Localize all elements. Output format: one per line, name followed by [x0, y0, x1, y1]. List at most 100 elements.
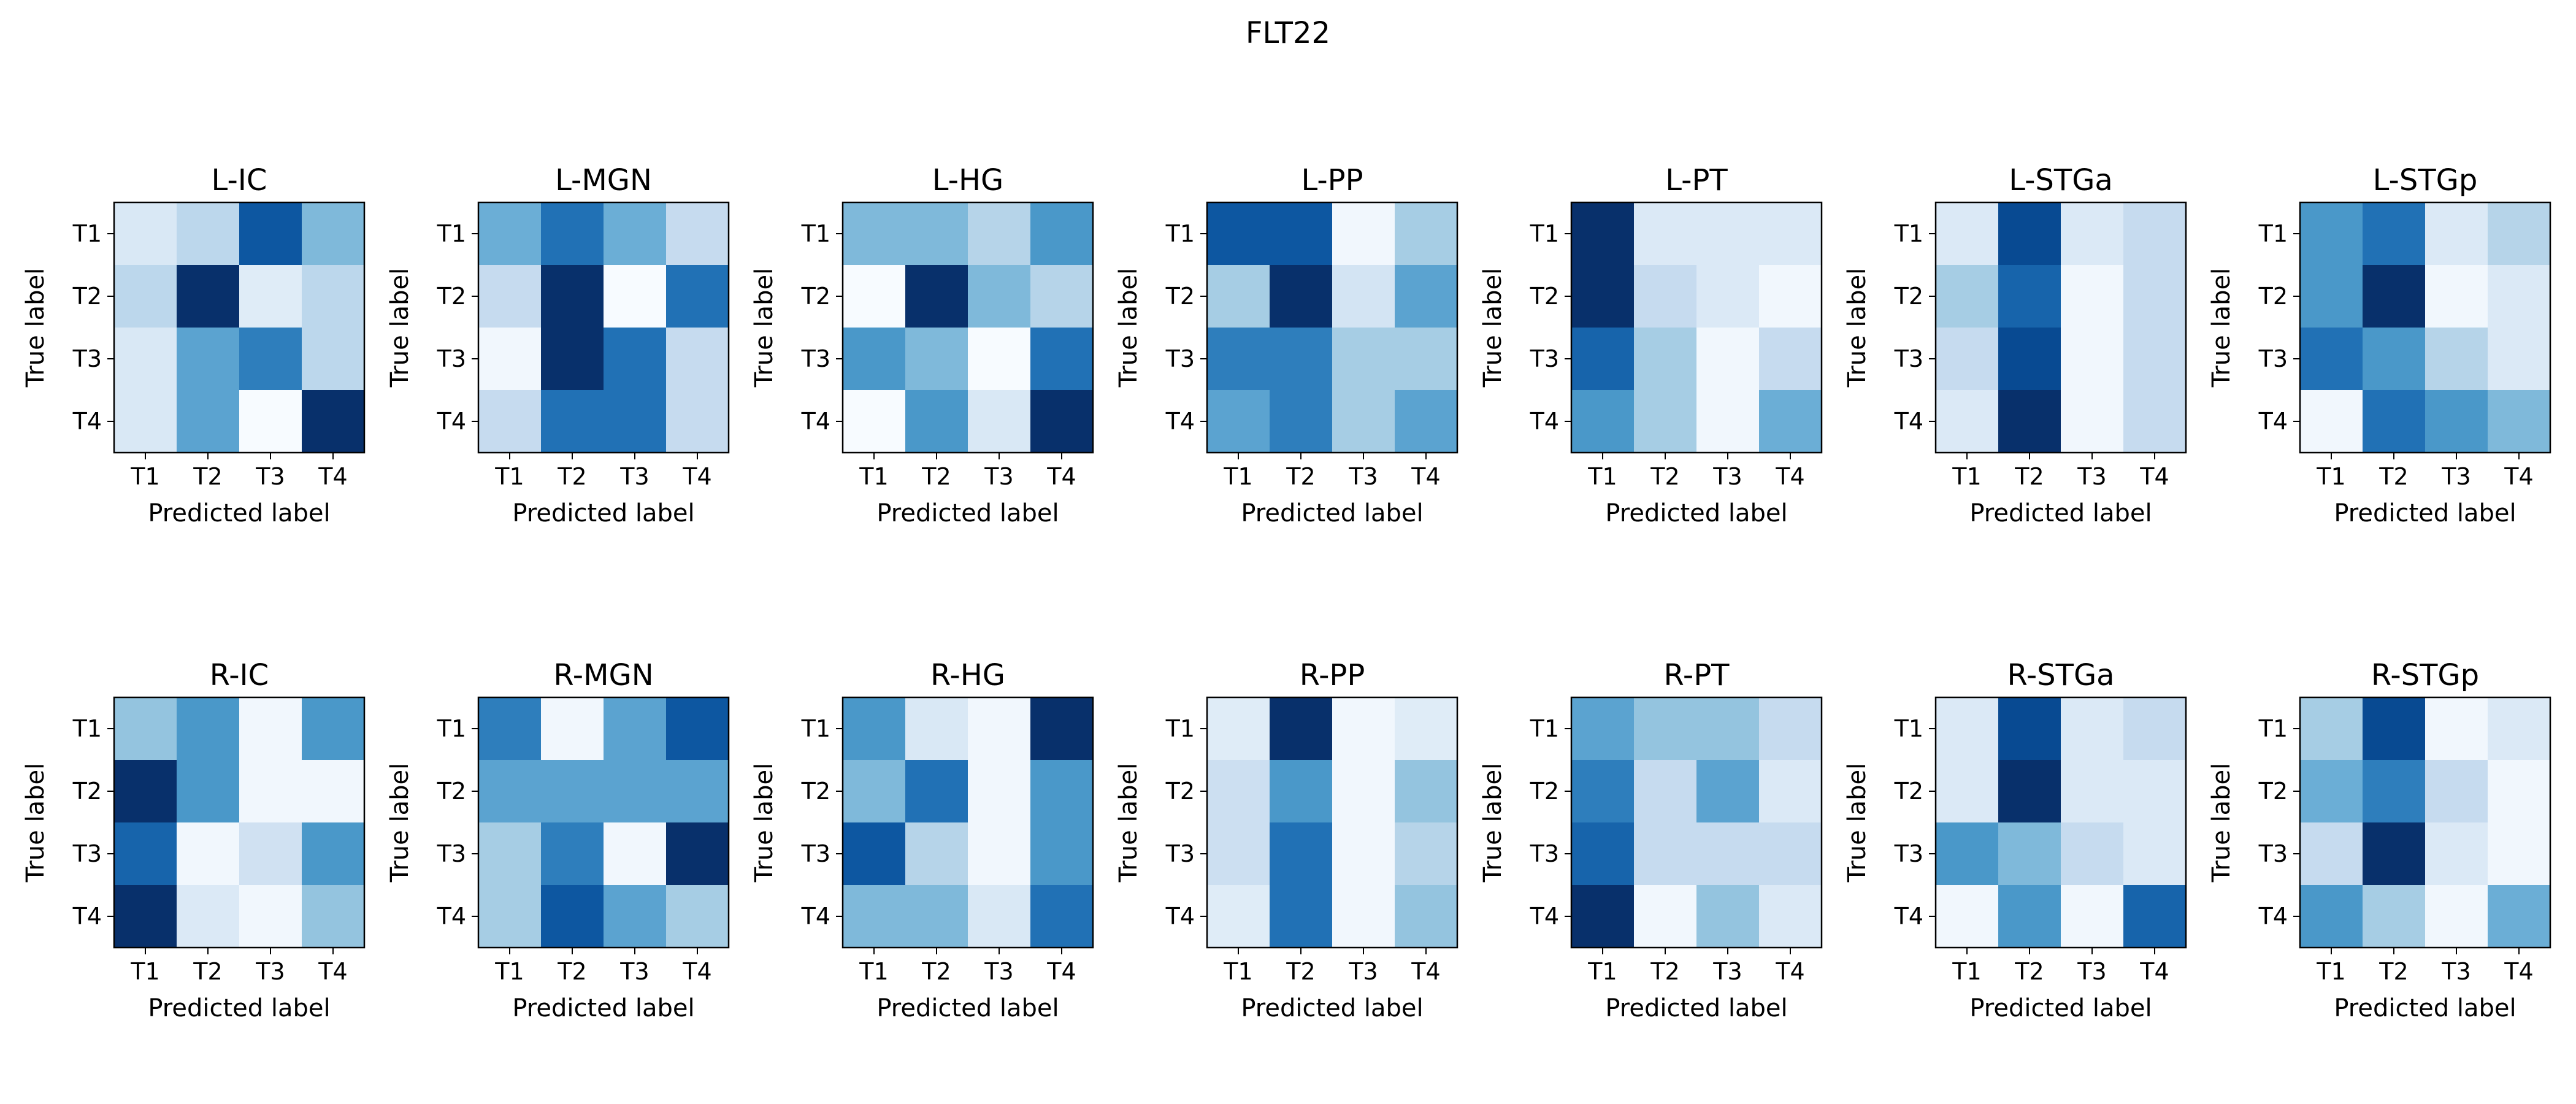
heatmap-cell [1759, 328, 1822, 391]
x-tick-label: T4 [318, 958, 347, 985]
y-tick-label: T1 [2258, 715, 2288, 742]
x-axis-label: Predicted label [148, 994, 330, 1022]
y-axis-label: True label [1479, 763, 1507, 883]
heatmap-cell [2488, 885, 2551, 948]
x-tick-label: T1 [1952, 958, 1981, 985]
axes-frame [113, 696, 366, 949]
heatmap-cell [1030, 885, 1094, 948]
heatmap-cell [114, 822, 177, 886]
x-tick-label: T4 [1411, 958, 1440, 985]
heatmap-cell [1395, 885, 1458, 948]
heatmap-cell [1936, 390, 1999, 453]
x-tick-label: T2 [1286, 463, 1315, 490]
heatmap-cell [2300, 885, 2363, 948]
heatmap-cell [905, 822, 968, 886]
y-tick-label: T4 [801, 408, 830, 435]
heatmap-cell [2300, 328, 2363, 391]
heatmap-cell [478, 697, 542, 761]
heatmap-cell [2488, 697, 2551, 761]
heatmap-cell [843, 390, 906, 453]
heatmap-cell [1634, 760, 1697, 823]
heatmap-cell [2300, 265, 2363, 328]
heatmap-cell [1395, 328, 1458, 391]
x-tick-label: T1 [130, 958, 159, 985]
heatmap-cell [2300, 390, 2363, 453]
heatmap-cell [302, 202, 365, 266]
heatmap-cell [2123, 885, 2187, 948]
heatmap-cell [1759, 265, 1822, 328]
y-axis-label: True label [386, 763, 414, 883]
heatmap-cell [968, 697, 1031, 761]
heatmap-cell [302, 760, 365, 823]
heatmap-cell [1696, 697, 1760, 761]
heatmap-cell [1571, 202, 1635, 266]
heatmap-cell [1759, 390, 1822, 453]
heatmap-cell [2425, 822, 2488, 886]
heatmap-cell [1696, 390, 1760, 453]
panel-r-stgp: R-STGp T1 T2 T3 T4 T1 T2 T3 T4 Predicted label Tru… [2207, 658, 2551, 1022]
heatmap-cell [843, 822, 906, 886]
x-tick-label: T2 [2014, 958, 2044, 985]
heatmap-cell [843, 328, 906, 391]
panel-r-pp: R-PP T1 T2 T3 T4 T1 T2 T3 T4 Predicted label True … [1114, 658, 1459, 1022]
heatmap-cell [843, 885, 906, 948]
heatmap-cell [666, 885, 729, 948]
y-axis-label: True label [21, 268, 50, 388]
y-tick-label: T1 [1894, 715, 1923, 742]
heatmap-cell [239, 265, 302, 328]
axes-frame [1934, 696, 2187, 949]
heatmap-cell [1998, 760, 2061, 823]
heatmap-cell [1395, 760, 1458, 823]
heatmap-cell [1030, 697, 1094, 761]
panel-l-ic: L-IC T1 T2 T3 T4 T1 T2 T3 T4 Predicted label True … [21, 163, 366, 527]
heatmap-cell [239, 202, 302, 266]
heatmap-cell [1936, 760, 1999, 823]
heatmap-cell [1207, 697, 1270, 761]
heatmap-cell [2061, 697, 2124, 761]
panel-title: R-PT [1664, 658, 1730, 692]
heatmap-cell [2123, 822, 2187, 886]
y-tick-label: T2 [437, 283, 466, 310]
y-tick-label: T4 [1165, 408, 1195, 435]
x-tick-label: T3 [1348, 958, 1378, 985]
x-tick-label: T3 [1712, 463, 1742, 490]
heatmap-cell [1759, 760, 1822, 823]
panel-l-pt: L-PT T1 T2 T3 T4 T1 T2 T3 T4 Predicted label True … [1479, 163, 1823, 527]
y-tick-label: T4 [72, 408, 102, 435]
x-tick-label: T1 [494, 958, 524, 985]
heatmap-cell [302, 697, 365, 761]
y-tick-label: T3 [1165, 840, 1195, 867]
heatmap-cell [1332, 202, 1395, 266]
heatmap-cell [114, 885, 177, 948]
y-tick-label: T3 [801, 345, 830, 372]
y-tick-label: T3 [72, 840, 102, 867]
x-tick-label: T3 [1712, 958, 1742, 985]
heatmap-cell [2300, 822, 2363, 886]
heatmap-cell [239, 328, 302, 391]
heatmap-cell [1936, 265, 1999, 328]
heatmap-cell [2061, 885, 2124, 948]
heatmap-cell [1332, 697, 1395, 761]
y-tick-label: T1 [72, 220, 102, 247]
heatmap-cell [1207, 822, 1270, 886]
panel-title: L-STGp [2373, 163, 2478, 197]
heatmap-cell [114, 328, 177, 391]
heatmap-cell [2123, 328, 2187, 391]
y-tick-label: T1 [801, 715, 830, 742]
heatmap-cell [604, 390, 667, 453]
heatmap-cell [968, 760, 1031, 823]
heatmap-cell [666, 265, 729, 328]
y-tick-label: T2 [72, 778, 102, 805]
x-tick-label: T4 [2504, 958, 2533, 985]
y-tick-label: T2 [1165, 778, 1195, 805]
heatmap-cell [2425, 697, 2488, 761]
x-tick-label: T2 [1286, 958, 1315, 985]
y-tick-label: T3 [1530, 345, 1559, 372]
x-tick-label: T4 [1775, 463, 1804, 490]
heatmap-cell [177, 328, 240, 391]
heatmap-cell [905, 265, 968, 328]
y-axis-label: True label [1843, 763, 1871, 883]
x-axis-label: Predicted label [1241, 994, 1423, 1022]
heatmap-cell [666, 697, 729, 761]
y-tick-label: T2 [437, 778, 466, 805]
